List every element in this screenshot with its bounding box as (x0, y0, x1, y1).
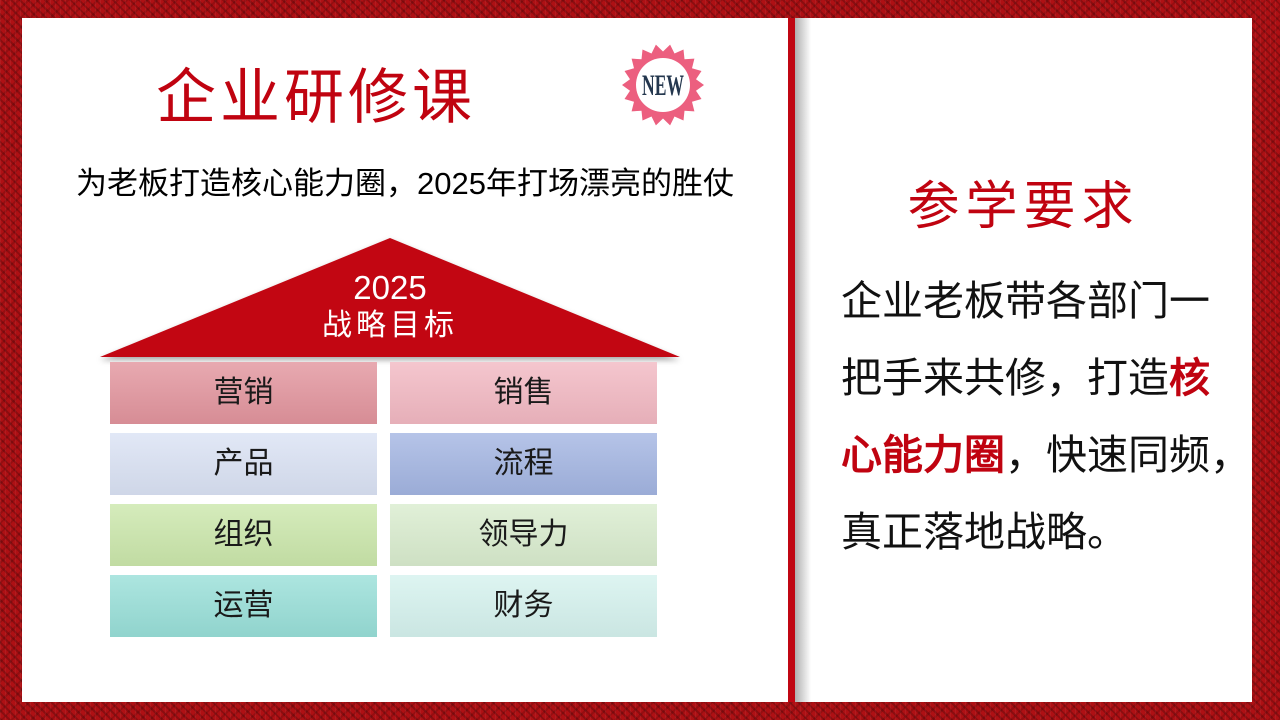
paragraph-text: 把手来共修，打造 (841, 355, 1169, 401)
dept-box-product: 产品 (110, 433, 377, 495)
paragraph-line-4: 真正落地战略。 (841, 494, 1253, 571)
requirements-paragraph: 企业老板带各部门一 把手来共修，打造核 心能力圈，快速同频， 真正落地战略。 (841, 263, 1253, 571)
dept-box-finance: 财务 (390, 575, 657, 637)
paragraph-line-1: 企业老板带各部门一 (841, 263, 1253, 340)
page-fold-divider (788, 18, 795, 702)
emphasis-text: 心能力圈 (841, 432, 1005, 478)
paragraph-text: ，快速同频， (1005, 432, 1251, 478)
dept-box-org: 组织 (110, 504, 377, 566)
paragraph-text: 企业老板带各部门一 (841, 278, 1210, 324)
new-badge: NEW (622, 44, 704, 126)
dept-box-leadership: 领导力 (390, 504, 657, 566)
paragraph-line-3: 心能力圈，快速同频， (841, 417, 1253, 494)
course-title: 企业研修课 (156, 64, 476, 131)
department-grid: 营销 销售 产品 流程 组织 领导力 运营 财务 (110, 362, 657, 637)
emphasis-text: 核 (1169, 355, 1210, 401)
roof-label: 战略目标 (322, 309, 458, 342)
dept-box-operations: 运营 (110, 575, 377, 637)
dept-box-sales: 销售 (390, 362, 657, 424)
left-page: 企业研修课 NEW 为老板打造核心能力圈，2025年打场漂亮的胜仗 2025 战… (22, 18, 788, 702)
right-page: 参学要求 企业老板带各部门一 把手来共修，打造核 心能力圈，快速同频， 真正落地… (795, 18, 1252, 702)
requirements-heading: 参学要求 (907, 178, 1140, 236)
badge-label: NEW (642, 69, 684, 102)
roof-triangle (100, 238, 680, 357)
badge-inner-circle (636, 58, 690, 112)
roof-year: 2025 (353, 269, 427, 306)
paragraph-text: 真正落地战略。 (841, 509, 1128, 555)
course-subtitle: 为老板打造核心能力圈，2025年打场漂亮的胜仗 (76, 166, 734, 201)
strategy-roof (100, 238, 680, 357)
dept-box-process: 流程 (390, 433, 657, 495)
dept-box-marketing: 营销 (110, 362, 377, 424)
paragraph-line-2: 把手来共修，打造核 (841, 340, 1253, 417)
